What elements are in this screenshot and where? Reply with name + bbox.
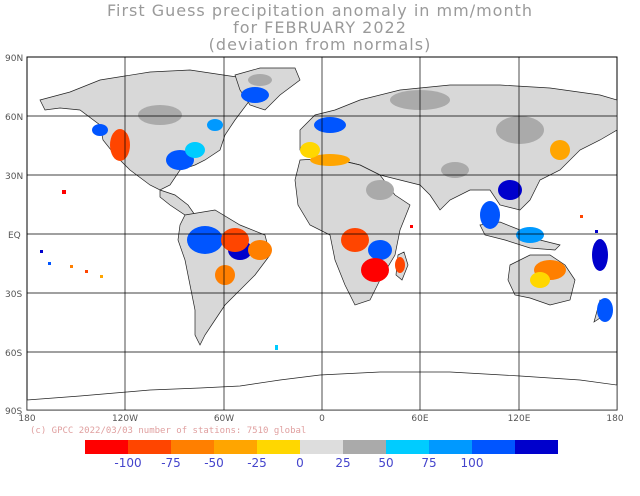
lon-label-60w: 60W xyxy=(214,414,234,424)
colorbar-label: -75 xyxy=(161,456,181,470)
colorbar-swatch xyxy=(343,440,386,454)
colorbar-swatch xyxy=(257,440,300,454)
colorbar-swatch xyxy=(386,440,429,454)
lat-labels: 90N 60N 30N EQ 30S 60S 90S xyxy=(5,54,23,417)
colorbar-swatch xyxy=(214,440,257,454)
map-title-line1: First Guess precipitation anomaly in mm/… xyxy=(106,1,534,20)
lat-label-60n: 60N xyxy=(5,113,23,123)
lat-label-90s: 90S xyxy=(5,407,22,417)
lat-label-30s: 30S xyxy=(5,290,22,300)
colorbar-label: -25 xyxy=(247,456,267,470)
map-title-line2: for FEBRUARY 2022 xyxy=(233,18,407,37)
colorbar-swatch xyxy=(429,440,472,454)
lon-label-120e: 120E xyxy=(508,414,531,424)
colorbar-swatch xyxy=(300,440,343,454)
island-dots xyxy=(40,190,598,350)
lon-label-0: 0 xyxy=(319,414,325,424)
colorbar xyxy=(85,440,558,454)
lon-labels: 180 120W 60W 0 60E 120E 180 xyxy=(18,414,623,424)
lat-label-60s: 60S xyxy=(5,349,22,359)
lon-label-180e: 180 xyxy=(606,414,623,424)
colorbar-swatch xyxy=(128,440,171,454)
data-credit: (c) GPCC 2022/03/03 number of stations: … xyxy=(30,426,307,436)
colorbar-label: 75 xyxy=(421,456,437,470)
colorbar-label: 0 xyxy=(296,456,304,470)
colorbar-swatch xyxy=(515,440,558,454)
colorbar-swatch xyxy=(85,440,128,454)
map-title-line3: (deviation from normals) xyxy=(208,35,432,54)
colorbar-label: -100 xyxy=(114,456,142,470)
gridlines xyxy=(27,57,617,410)
lat-label-eq: EQ xyxy=(8,231,21,241)
lat-label-30n: 30N xyxy=(5,172,23,182)
colorbar-label: 100 xyxy=(460,456,484,470)
lon-label-180w: 180 xyxy=(18,414,35,424)
colorbar-label: 25 xyxy=(335,456,351,470)
colorbar-label: -50 xyxy=(204,456,224,470)
lon-label-120w: 120W xyxy=(112,414,138,424)
anomaly-patches xyxy=(92,74,613,322)
lon-label-60e: 60E xyxy=(411,414,428,424)
colorbar-swatch xyxy=(171,440,214,454)
lat-label-90n: 90N xyxy=(5,54,23,64)
colorbar-swatch xyxy=(472,440,515,454)
colorbar-label: 50 xyxy=(378,456,394,470)
